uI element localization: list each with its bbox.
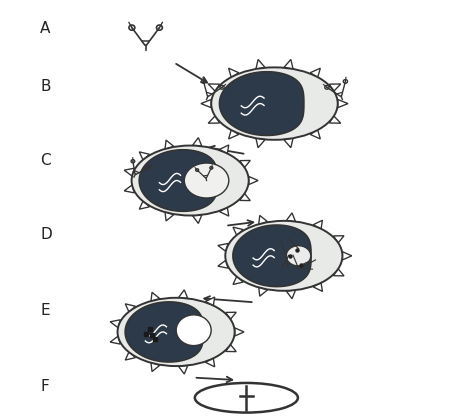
Polygon shape [233, 225, 311, 286]
Polygon shape [284, 60, 293, 69]
Polygon shape [125, 352, 136, 360]
Polygon shape [249, 176, 258, 185]
Polygon shape [208, 84, 219, 92]
Polygon shape [226, 344, 236, 352]
Polygon shape [201, 100, 211, 108]
Polygon shape [219, 72, 304, 136]
Polygon shape [139, 201, 149, 209]
Polygon shape [233, 227, 243, 236]
Polygon shape [286, 290, 296, 299]
Text: F: F [40, 379, 49, 394]
Polygon shape [334, 236, 344, 243]
Polygon shape [218, 244, 228, 251]
Polygon shape [208, 116, 219, 123]
Ellipse shape [225, 221, 342, 291]
Polygon shape [240, 161, 250, 168]
Polygon shape [256, 60, 265, 69]
Polygon shape [310, 68, 320, 78]
Polygon shape [110, 320, 120, 328]
Polygon shape [233, 276, 243, 284]
Polygon shape [329, 84, 341, 92]
Polygon shape [219, 145, 229, 154]
Polygon shape [206, 358, 215, 367]
Ellipse shape [211, 68, 337, 140]
Ellipse shape [184, 163, 229, 198]
Polygon shape [125, 302, 203, 362]
Polygon shape [259, 287, 267, 296]
Polygon shape [139, 150, 218, 211]
Circle shape [176, 315, 211, 346]
Polygon shape [313, 220, 322, 229]
Polygon shape [334, 269, 344, 276]
Text: A: A [40, 21, 51, 36]
Ellipse shape [286, 246, 311, 266]
Polygon shape [235, 328, 244, 336]
Polygon shape [124, 168, 135, 176]
Polygon shape [310, 129, 320, 139]
Polygon shape [125, 304, 136, 312]
Text: D: D [40, 227, 52, 242]
Polygon shape [259, 216, 267, 225]
Polygon shape [110, 336, 120, 344]
Polygon shape [165, 212, 174, 221]
Polygon shape [226, 312, 236, 320]
Polygon shape [228, 68, 239, 78]
Polygon shape [179, 365, 188, 374]
Polygon shape [151, 292, 160, 301]
Polygon shape [192, 215, 202, 224]
Polygon shape [329, 116, 341, 123]
Polygon shape [256, 138, 265, 148]
Polygon shape [139, 152, 149, 161]
Polygon shape [179, 290, 188, 299]
Polygon shape [228, 129, 239, 139]
Text: E: E [40, 303, 50, 318]
Ellipse shape [132, 146, 249, 216]
Polygon shape [240, 193, 250, 201]
Polygon shape [337, 100, 348, 108]
Ellipse shape [118, 298, 235, 366]
Polygon shape [165, 140, 174, 149]
Polygon shape [192, 138, 202, 146]
Polygon shape [342, 252, 352, 260]
Ellipse shape [195, 383, 298, 412]
Polygon shape [284, 138, 293, 148]
Polygon shape [218, 260, 228, 268]
Polygon shape [151, 362, 160, 372]
Polygon shape [313, 282, 322, 291]
Polygon shape [124, 185, 135, 193]
Polygon shape [219, 207, 229, 216]
Polygon shape [206, 297, 215, 306]
Text: C: C [40, 153, 51, 168]
Text: B: B [40, 79, 51, 94]
Polygon shape [286, 213, 296, 221]
